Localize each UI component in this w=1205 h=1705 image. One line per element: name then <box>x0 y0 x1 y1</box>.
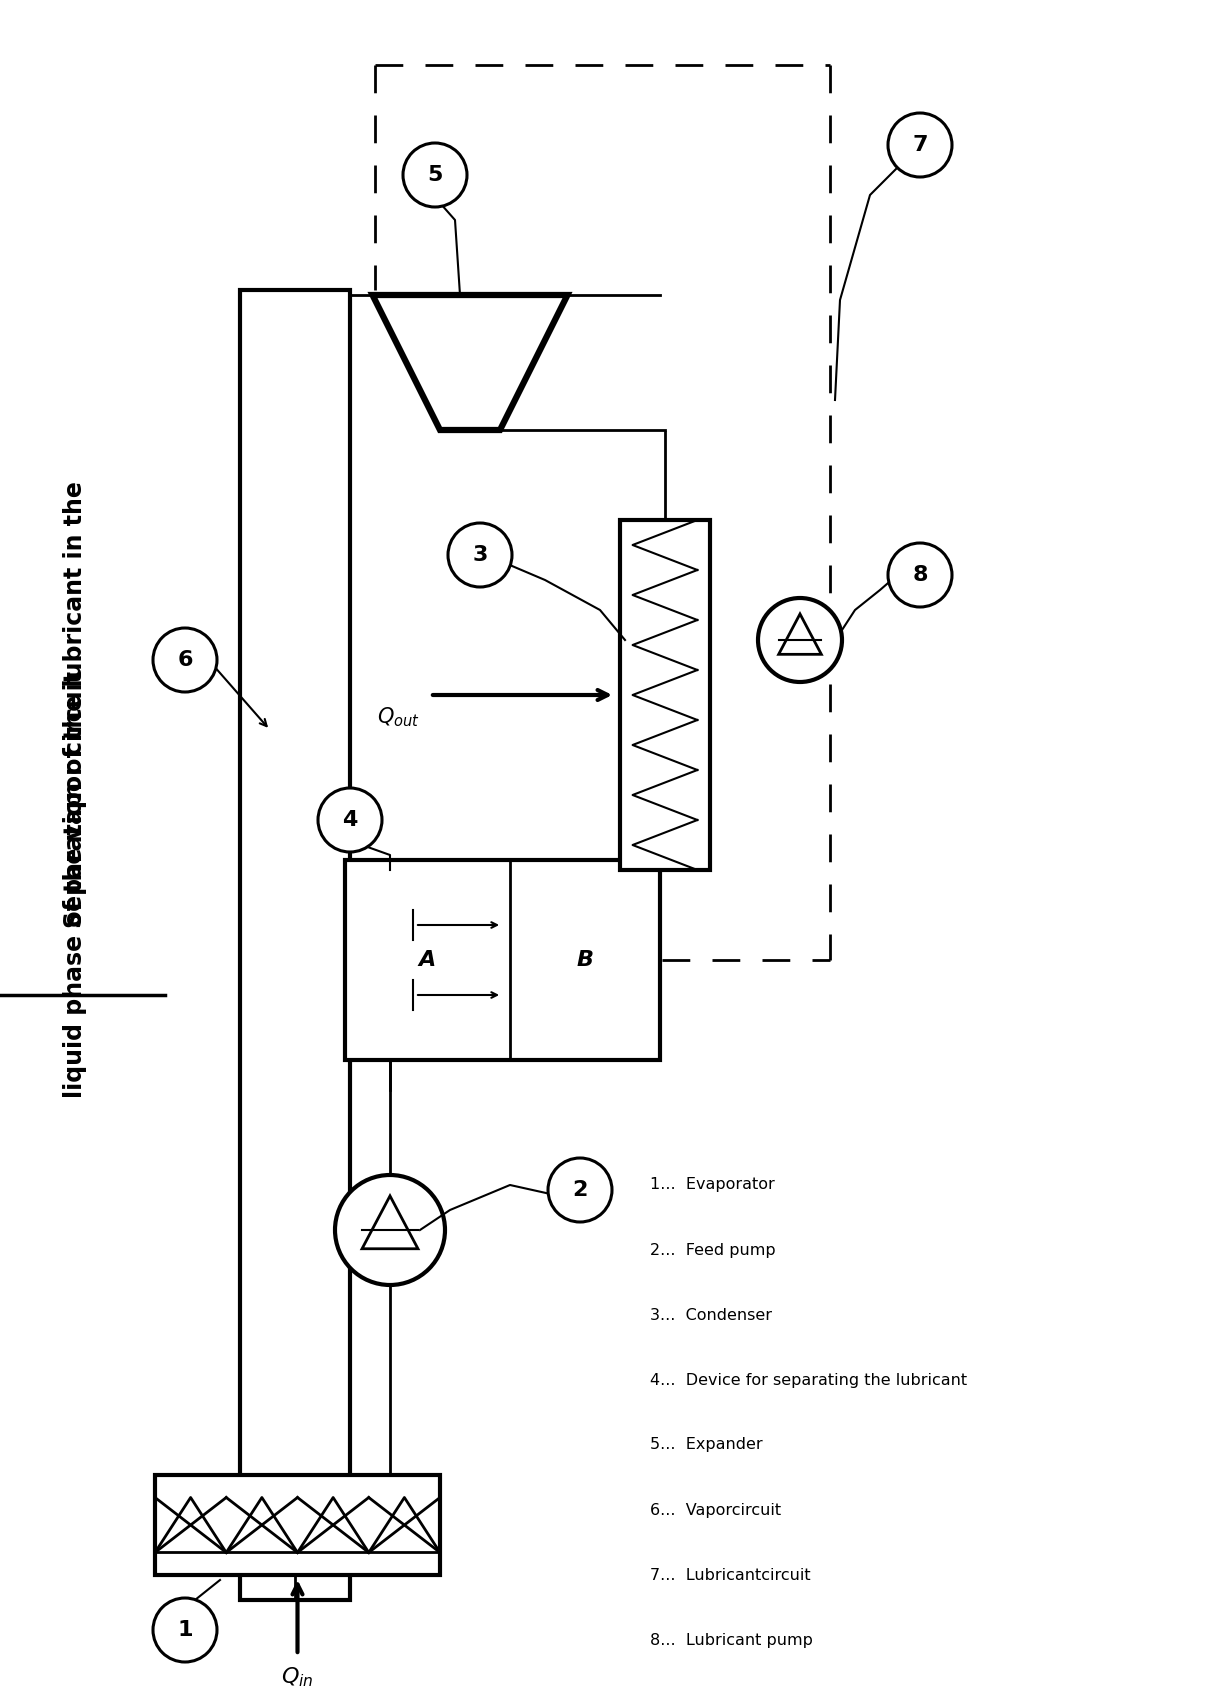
Text: 1...  Evaporator: 1... Evaporator <box>649 1178 775 1192</box>
Text: 6: 6 <box>177 650 193 670</box>
Bar <box>240 290 349 1599</box>
Text: 1: 1 <box>177 1620 193 1640</box>
Text: liquid phase of the vapor circuit: liquid phase of the vapor circuit <box>63 672 87 1098</box>
Text: 2...  Feed pump: 2... Feed pump <box>649 1243 776 1258</box>
Polygon shape <box>372 295 568 430</box>
Text: 4: 4 <box>342 810 358 830</box>
Text: 2: 2 <box>572 1180 588 1200</box>
Circle shape <box>888 113 952 177</box>
Circle shape <box>758 598 842 682</box>
Circle shape <box>153 627 217 692</box>
Circle shape <box>448 523 512 587</box>
Text: $Q_{out}$: $Q_{out}$ <box>377 704 421 728</box>
Bar <box>345 859 660 1061</box>
Text: $Q_{in}$: $Q_{in}$ <box>281 1666 313 1688</box>
Text: 8...  Lubricant pump: 8... Lubricant pump <box>649 1632 813 1647</box>
Circle shape <box>318 788 382 852</box>
Bar <box>155 1475 440 1575</box>
Text: Separation of the lubricant in the: Separation of the lubricant in the <box>63 481 87 929</box>
Circle shape <box>888 542 952 607</box>
Text: 8: 8 <box>912 564 928 585</box>
Text: A: A <box>419 950 436 970</box>
Circle shape <box>548 1158 612 1222</box>
Text: 7: 7 <box>912 135 928 155</box>
Text: 5: 5 <box>428 165 442 186</box>
Circle shape <box>402 143 468 206</box>
Text: B: B <box>576 950 594 970</box>
Text: 7...  Lubricantcircuit: 7... Lubricantcircuit <box>649 1567 811 1582</box>
Text: 3: 3 <box>472 546 488 564</box>
Text: 5...  Expander: 5... Expander <box>649 1437 763 1453</box>
Circle shape <box>153 1598 217 1662</box>
Text: 4...  Device for separating the lubricant: 4... Device for separating the lubricant <box>649 1373 968 1388</box>
Text: 3...  Condenser: 3... Condenser <box>649 1308 772 1323</box>
Circle shape <box>335 1175 445 1286</box>
Bar <box>621 520 710 870</box>
Text: 6...  Vaporcircuit: 6... Vaporcircuit <box>649 1502 781 1517</box>
